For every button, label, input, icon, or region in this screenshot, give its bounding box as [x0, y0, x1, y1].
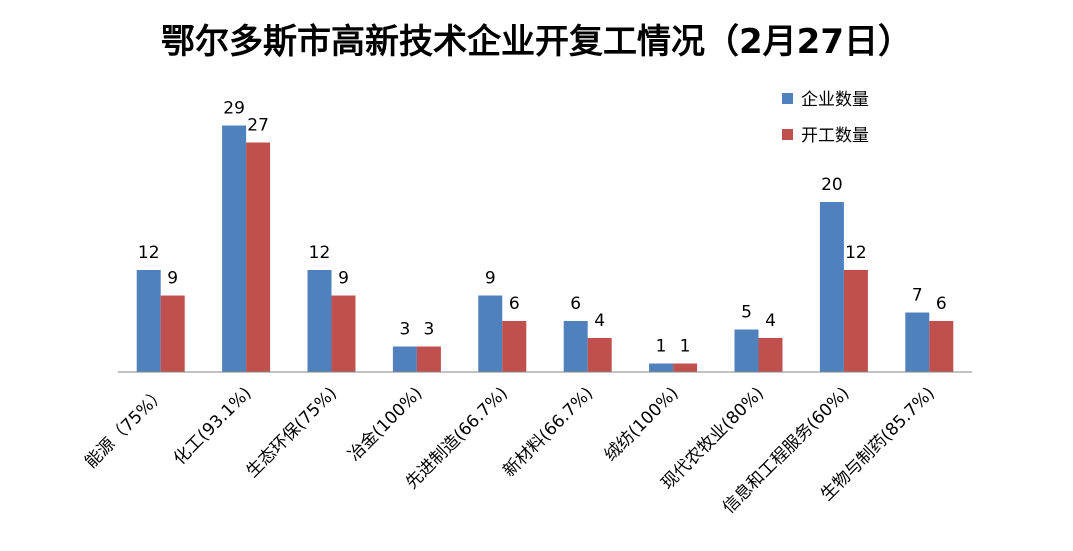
bar-enterprise-count-9 — [905, 312, 930, 372]
bar-enterprise-count-2 — [307, 270, 332, 372]
bar-resumed-count-3 — [416, 346, 441, 372]
category-label-5: 新材料(66.7%) — [499, 383, 597, 481]
data-label-resumed-count-9: 6 — [936, 294, 947, 314]
category-label-1: 化工(93.1%) — [170, 383, 256, 469]
bar-enterprise-count-1 — [222, 125, 247, 372]
category-label-2: 生态环保(75%) — [243, 383, 341, 481]
category-label-3: 冶金(100%) — [344, 383, 426, 465]
legend-swatch-1 — [782, 129, 793, 140]
bar-enterprise-count-6 — [649, 363, 674, 372]
data-label-enterprise-count-2: 12 — [309, 243, 331, 263]
category-label-6: 绒纺(100%) — [601, 383, 683, 465]
data-label-resumed-count-4: 6 — [509, 294, 520, 314]
data-label-resumed-count-1: 27 — [247, 116, 269, 136]
data-label-enterprise-count-7: 5 — [741, 303, 752, 323]
bar-resumed-count-8 — [843, 270, 868, 372]
data-label-resumed-count-2: 9 — [338, 269, 349, 289]
category-label-0: 能源（75%） — [81, 383, 170, 472]
data-label-resumed-count-6: 1 — [680, 337, 691, 357]
legend-label-1: 开工数量 — [801, 126, 869, 146]
bar-resumed-count-4 — [502, 321, 527, 372]
data-label-resumed-count-7: 4 — [765, 311, 776, 331]
bar-resumed-count-7 — [758, 338, 783, 372]
bar-enterprise-count-4 — [478, 295, 503, 372]
data-label-enterprise-count-0: 12 — [138, 243, 160, 263]
data-label-resumed-count-0: 9 — [167, 269, 178, 289]
legend-swatch-0 — [782, 93, 793, 104]
data-label-enterprise-count-8: 20 — [821, 175, 843, 195]
data-label-enterprise-count-9: 7 — [912, 286, 923, 306]
data-label-resumed-count-5: 4 — [594, 311, 605, 331]
legend-label-0: 企业数量 — [801, 90, 869, 110]
bar-enterprise-count-3 — [392, 346, 417, 372]
bar-resumed-count-0 — [160, 295, 185, 372]
data-label-enterprise-count-3: 3 — [399, 320, 410, 340]
bar-resumed-count-5 — [587, 338, 612, 372]
bar-resumed-count-6 — [673, 363, 698, 372]
bar-enterprise-count-8 — [819, 202, 844, 372]
data-label-enterprise-count-5: 6 — [570, 294, 581, 314]
bar-enterprise-count-5 — [563, 321, 588, 372]
data-label-resumed-count-3: 3 — [423, 320, 434, 340]
data-label-enterprise-count-1: 29 — [223, 99, 245, 119]
bar-resumed-count-1 — [246, 142, 271, 372]
category-labels-layer: 能源（75%） 化工(93.1%)生态环保(75%) 冶金(100%)先进制造(66… — [81, 383, 939, 517]
chart-title: 鄂尔多斯市高新技术企业开复工情况（2月27日） — [161, 22, 912, 62]
bar-enterprise-count-0 — [136, 270, 161, 372]
data-label-resumed-count-8: 12 — [845, 243, 867, 263]
data-label-enterprise-count-6: 1 — [656, 337, 667, 357]
data-label-enterprise-count-4: 9 — [485, 269, 496, 289]
bar-resumed-count-2 — [331, 295, 356, 372]
bar-enterprise-count-7 — [734, 329, 759, 372]
bars-layer — [136, 125, 954, 372]
bar-resumed-count-9 — [929, 321, 954, 372]
